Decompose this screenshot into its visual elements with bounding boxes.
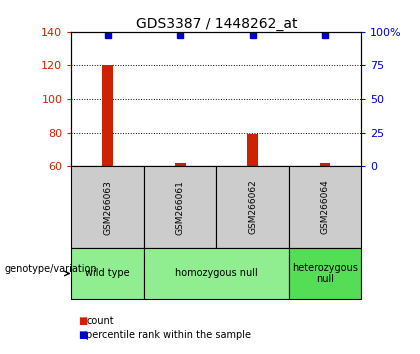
- Text: homozygous null: homozygous null: [175, 268, 258, 279]
- Bar: [175, 163, 186, 166]
- Bar: [247, 135, 258, 166]
- Text: percentile rank within the sample: percentile rank within the sample: [86, 330, 251, 339]
- Text: heterozygous
null: heterozygous null: [292, 263, 358, 284]
- Text: GSM266063: GSM266063: [103, 179, 112, 235]
- Text: ■: ■: [78, 316, 87, 326]
- Bar: [320, 163, 331, 166]
- Bar: [102, 65, 113, 166]
- Text: genotype/variation: genotype/variation: [4, 264, 97, 274]
- Text: wild type: wild type: [85, 268, 130, 279]
- Title: GDS3387 / 1448262_at: GDS3387 / 1448262_at: [136, 17, 297, 31]
- Text: GSM266062: GSM266062: [248, 180, 257, 234]
- Text: GSM266064: GSM266064: [320, 180, 329, 234]
- Text: GSM266061: GSM266061: [176, 179, 184, 235]
- Text: ■: ■: [78, 330, 87, 339]
- Text: count: count: [86, 316, 114, 326]
